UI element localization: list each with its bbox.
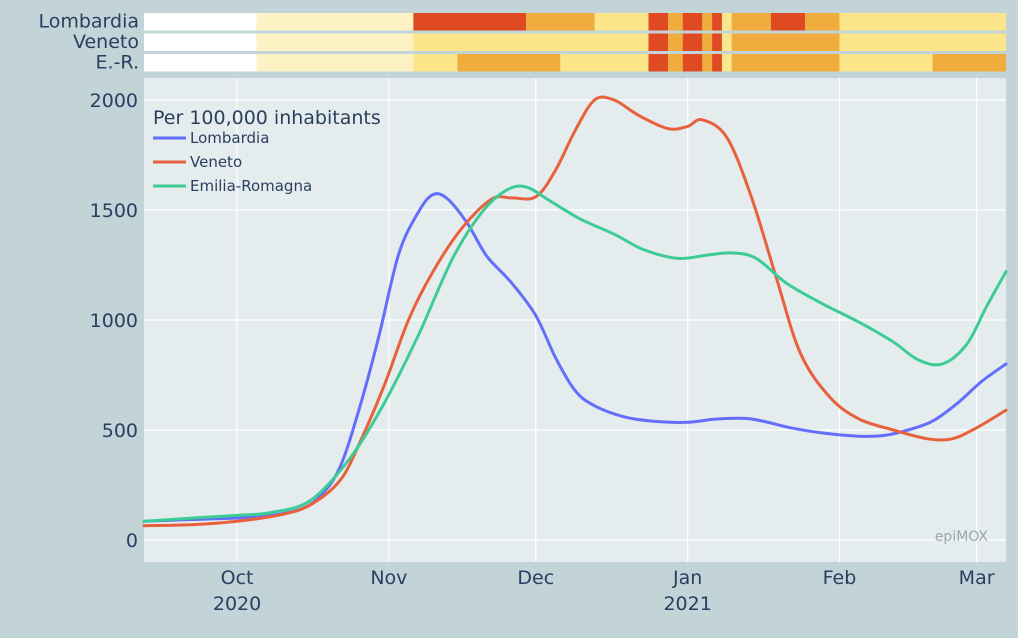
strip-segment — [702, 13, 713, 31]
strip-row-label: E.-R. — [96, 52, 139, 74]
strip-segment — [526, 13, 595, 31]
x-tick-label: Mar — [959, 567, 995, 589]
strip-segment — [413, 33, 649, 51]
strip-segment — [702, 54, 713, 72]
strip-segment — [721, 54, 732, 72]
strip-segment — [682, 33, 703, 51]
strip-segment — [144, 33, 257, 51]
strip-segment — [731, 54, 840, 72]
strip-segment — [712, 33, 722, 51]
x-tick-label: Nov — [370, 567, 407, 589]
strip-segment — [648, 33, 669, 51]
strip-segment — [770, 13, 806, 31]
x-tick-label: Oct — [221, 567, 254, 589]
strip-segment — [712, 54, 722, 72]
legend-entry: Veneto — [190, 153, 242, 171]
strip-segment — [413, 13, 527, 31]
strip-segment — [413, 54, 458, 72]
legend-entry: Emilia-Romagna — [190, 177, 312, 195]
strip-segment — [682, 13, 703, 31]
strip-segment — [721, 13, 732, 31]
x-tick-year-label: 2021 — [663, 593, 711, 615]
strip-segment — [144, 13, 257, 31]
y-tick-label: 2000 — [90, 90, 138, 112]
legend-entry: Lombardia — [190, 129, 269, 147]
strip-segment — [682, 54, 703, 72]
strip-segment — [932, 54, 1006, 72]
axis-labels: 0 500 1000 1500 2000 Oct 2020 Nov Dec Jan 2021 Feb M… — [90, 90, 995, 615]
strip-segment — [839, 33, 1006, 51]
strip-segment — [256, 13, 414, 31]
y-tick-label: 0 — [126, 530, 138, 552]
strip-segment — [457, 54, 561, 72]
strip-segment — [839, 13, 1006, 31]
watermark-text: epiMOX — [935, 529, 989, 545]
strip-segment — [560, 54, 649, 72]
y-tick-label: 1500 — [90, 200, 138, 222]
strip-segment — [648, 13, 669, 31]
strip-segment — [805, 13, 840, 31]
series-line-veneto — [142, 95, 1008, 528]
x-tick-year-label: 2020 — [213, 593, 261, 615]
strip-segment — [668, 54, 683, 72]
series-line-emilia-romagna — [142, 184, 1008, 523]
strip-segment — [668, 13, 683, 31]
strip-segment — [731, 33, 840, 51]
series-lines — [142, 95, 1008, 528]
strip-segment — [721, 33, 732, 51]
strip-segment — [668, 33, 683, 51]
strip-segment — [712, 13, 722, 31]
strip-segment — [702, 33, 713, 51]
strip-segment — [144, 54, 257, 72]
y-tick-label: 1000 — [90, 310, 138, 332]
strip-row-label: Lombardia — [38, 11, 139, 33]
legend-title: Per 100,000 inhabitants — [153, 107, 381, 129]
strip-segment — [648, 54, 669, 72]
y-tick-label: 500 — [102, 420, 138, 442]
x-tick-label: Jan — [672, 567, 702, 589]
x-tick-label: Feb — [823, 567, 857, 589]
strip-segment — [256, 54, 414, 72]
strip-segment — [839, 54, 933, 72]
strip-row-label: Veneto — [73, 31, 139, 53]
strip-segment — [594, 13, 649, 31]
x-tick-label: Dec — [517, 567, 554, 589]
strip-segment — [256, 33, 414, 51]
strip-segment — [731, 13, 771, 31]
grid-lines — [144, 78, 1006, 562]
